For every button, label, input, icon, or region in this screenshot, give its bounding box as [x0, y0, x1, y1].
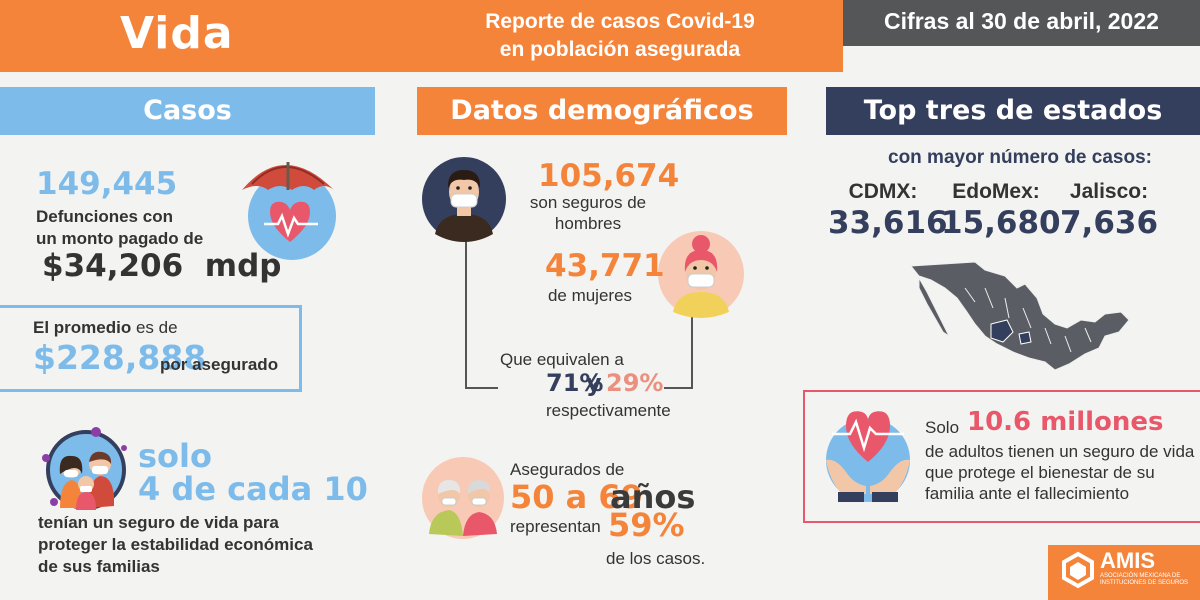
amis-logo-mark-icon [1062, 551, 1094, 589]
woman-avatar-icon [658, 231, 744, 318]
men-percentage: 71% [546, 369, 604, 397]
state-value-jalisco: 7,636 [1059, 205, 1159, 241]
state-name-jalisco: Jalisco: [1069, 180, 1149, 203]
women-description: de mujeres [547, 286, 633, 305]
callout-millions: 10.6 millones [967, 407, 1164, 437]
men-desc-line2: hombres [554, 214, 622, 233]
deaths-desc-line1: Defunciones con [36, 207, 173, 226]
deaths-desc-line2: un monto pagado de [36, 229, 204, 248]
header-bar [0, 0, 843, 72]
men-description: son seguros de hombres [528, 192, 648, 234]
deaths-count: 149,445 [36, 166, 178, 202]
report-title-line2: en población asegurada [499, 38, 741, 61]
ratio-label: 4 de cada 10 [138, 470, 368, 508]
family-description: tenían un seguro de vida para proteger l… [38, 513, 313, 576]
umbrella-heart-icon [242, 162, 336, 260]
casos-banner: Casos [0, 87, 375, 135]
state-name-edomex: EdoMex: [952, 180, 1040, 203]
equivalent-label: Que equivalen a [500, 350, 624, 369]
top-states-subtitle: con mayor número de casos: [888, 147, 1152, 168]
callout-solo: Solo [925, 418, 960, 437]
men-count: 105,674 [538, 158, 680, 194]
represent-label: representan [510, 517, 601, 536]
elderly-couple-icon [422, 457, 504, 539]
average-box [0, 305, 302, 392]
percentage-connector: y [586, 369, 602, 397]
report-title-line1: Reporte de casos Covid-19 [485, 10, 755, 33]
average-label: El promedio es de [33, 318, 178, 338]
amis-logo-fullname: Asociación Mexicana de Instituciones de … [1100, 573, 1189, 586]
amount-paid: $34,206 mdp [42, 248, 282, 284]
of-cases-label: de los casos. [606, 549, 706, 568]
mexico-map [910, 261, 1130, 371]
age-range: 50 a 69 [510, 478, 643, 516]
average-suffix: por asegurado [160, 355, 279, 374]
connector-lines [465, 235, 693, 389]
deaths-description: Defunciones con un monto pagado de [36, 206, 256, 250]
insurance-callout-box [803, 390, 1200, 523]
average-label-rest: es de [131, 318, 178, 337]
top-estados-banner: Top tres de estados [826, 87, 1200, 135]
age-unit: años [610, 478, 696, 516]
age-label: Asegurados de [510, 460, 625, 479]
case-share: 59% [608, 506, 685, 544]
heart-hands-icon [826, 411, 910, 502]
date-label: Cifras al 30 de abril, 2022 [884, 8, 1159, 34]
women-percentage: 29% [606, 369, 664, 397]
average-label-strong: El promedio [33, 318, 132, 337]
amis-logo-text: AMIS [1100, 548, 1155, 573]
state-value-cdmx: 33,616 [828, 205, 948, 241]
report-title: Reporte de casos Covid-19 en población a… [470, 8, 770, 64]
state-value-edomex: 15,680 [941, 205, 1061, 241]
men-desc-line1: son seguros de [529, 193, 647, 212]
section-title: Vida [120, 8, 234, 59]
callout-description: de adultos tienen un seguro de vida que … [925, 442, 1195, 503]
family-icon [42, 427, 127, 510]
women-count: 43,771 [545, 248, 665, 284]
respectively-label: respectivamente [546, 401, 671, 420]
solo-label: solo [138, 437, 212, 475]
average-amount: $228,888 [33, 338, 207, 377]
man-avatar-icon [422, 157, 506, 242]
demografia-banner: Datos demográficos [417, 87, 787, 135]
state-name-cdmx: CDMX: [848, 180, 918, 203]
date-bar [843, 0, 1200, 46]
